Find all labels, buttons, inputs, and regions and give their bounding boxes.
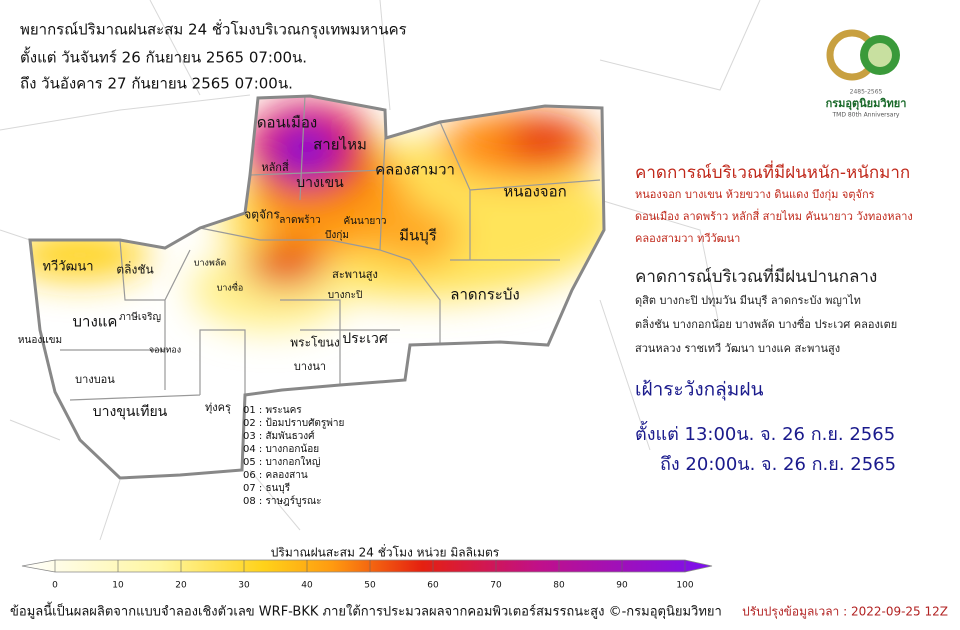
watch-heading: เฝ้าระวังกลุ่มฝน (635, 379, 763, 402)
logo-tagline: TMD 80th Anniversary (832, 112, 900, 119)
district-label: คลองสามวา (375, 161, 455, 179)
moderate-districts: ตลิ่งชัน บางกอกน้อย บางพลัด บางซื่อ ประเ… (635, 316, 897, 331)
colorbar-tick-label: 100 (676, 581, 693, 591)
logo-name: กรมอุตุนิยมวิทยา (826, 97, 907, 111)
colorbar-tick-label: 50 (364, 581, 376, 591)
colorbar-tick-label: 40 (301, 581, 313, 591)
colorbar-tick-label: 0 (52, 581, 58, 591)
district-key: 07 : ธนบุรี (243, 482, 291, 494)
district-label: สายไหม (313, 136, 367, 154)
district-label: บางบอน (75, 373, 115, 386)
district-key: 04 : บางกอกน้อย (243, 443, 319, 455)
district-label: หลักสี่ (261, 159, 289, 174)
logo (826, 29, 900, 81)
district-label: บางแค (73, 313, 118, 331)
district-label: ตลิ่งชัน (116, 261, 153, 277)
district-label: ดอนเมือง (257, 114, 317, 132)
watch-to: ถึง 20:00น. จ. 26 ก.ย. 2565 (660, 454, 896, 475)
moderate-districts: ดุสิต บางกะปิ ปทุมวัน มีนบุรี ลาดกระบัง … (635, 294, 861, 307)
heavy-districts: ดอนเมือง ลาดพร้าว หลักสี่ สายไหม คันนายา… (635, 208, 913, 223)
period-from: ตั้งแต่ วันจันทร์ 26 กันยายน 2565 07:00น… (20, 47, 307, 67)
district-label: หนองจอก (503, 183, 566, 201)
district-label: สะพานสูง (332, 268, 378, 281)
heat-zone (245, 243, 325, 287)
colorbar-tick-label: 30 (238, 581, 250, 591)
watch-from: ตั้งแต่ 13:00น. จ. 26 ก.ย. 2565 (635, 421, 895, 445)
logo-emblem-inner (868, 43, 892, 67)
colorbar-tick-label: 80 (553, 581, 565, 591)
colorbar-tick-label: 20 (175, 581, 187, 591)
footer-source: ข้อมูลนี้เป็นผลผลิตจากแบบจำลองเชิงตัวเลข… (10, 602, 722, 620)
district-key: 06 : คลองสาน (243, 470, 308, 481)
heat-zone (370, 205, 460, 265)
colorbar-tick-label: 60 (427, 581, 439, 591)
district-label: บางนา (294, 360, 326, 373)
district-label: มีนบุรี (399, 227, 437, 246)
colorbar-title: ปริมาณฝนสะสม 24 ชั่วโมง หน่วย มิลลิเมตร (271, 544, 500, 560)
district-label: ลาดพร้าว (279, 214, 320, 226)
district-key: 05 : บางกอกใหญ่ (243, 456, 320, 468)
heat-zone (270, 120, 340, 180)
footer-updated: ปรับปรุงข้อมูลเวลา : 2022-09-25 12Z (742, 605, 948, 620)
moderate-districts: สวนหลวง ราชเทวี วัฒนา บางแค สะพานสูง (635, 342, 840, 355)
district-label: ลาดกระบัง (450, 286, 519, 304)
colorbar-tick-label: 10 (112, 581, 124, 591)
district-label: หนองแขม (18, 335, 62, 346)
heat-zone (30, 230, 150, 280)
district-label: คันนายาว (343, 216, 386, 227)
district-label: ทุ่งครุ (205, 401, 231, 414)
district-label: บางขุนเทียน (93, 404, 168, 420)
moderate-heading: คาดการณ์บริเวณที่มีฝนปานกลาง (635, 264, 877, 287)
district-label: บึงกุ่ม (325, 229, 349, 241)
district-key: 01 : พระนคร (243, 405, 302, 416)
district-label: บางกะปิ (328, 290, 363, 301)
title: พยากรณ์ปริมาณฝนสะสม 24 ชั่วโมงบริเวณกรุง… (20, 19, 407, 40)
district-key: 03 : สัมพันธวงศ์ (243, 430, 315, 442)
period-to: ถึง วันอังคาร 27 กันยายน 2565 07:00น. (20, 75, 293, 93)
district-label: ประเวศ (342, 331, 388, 347)
colorbar-tick-label: 70 (490, 581, 502, 591)
heavy-heading: คาดการณ์บริเวณที่มีฝนหนัก-หนักมาก (635, 160, 910, 183)
district-label: บางซื่อ (217, 281, 244, 294)
surrounding-boundaries (0, 0, 761, 541)
district-label: พระโขนง (290, 336, 340, 350)
district-key: 08 : ราษฎร์บูรณะ (243, 495, 321, 507)
district-key: 02 : ป้อมปราบศัตรูพ่าย (243, 417, 344, 429)
district-label: จอมทอง (149, 346, 181, 356)
heavy-districts: คลองสามวา ทวีวัฒนา (635, 232, 740, 245)
heat-zone (505, 118, 585, 162)
colorbar (21, 559, 713, 573)
district-label: บางเขน (296, 175, 344, 191)
district-label: ภาษีเจริญ (119, 311, 161, 323)
district-label: บางพลัด (194, 259, 227, 269)
district-boundaries (60, 96, 601, 401)
district-label: จตุจักร (244, 208, 280, 223)
colorbar-tick-label: 90 (616, 581, 628, 591)
heavy-districts: หนองจอก บางเขน ห้วยขวาง ดินแดง บึงกุ่ม จ… (635, 188, 875, 201)
district-label: ทวีวัฒนา (42, 259, 93, 275)
logo-years: 2485-2565 (850, 89, 883, 96)
